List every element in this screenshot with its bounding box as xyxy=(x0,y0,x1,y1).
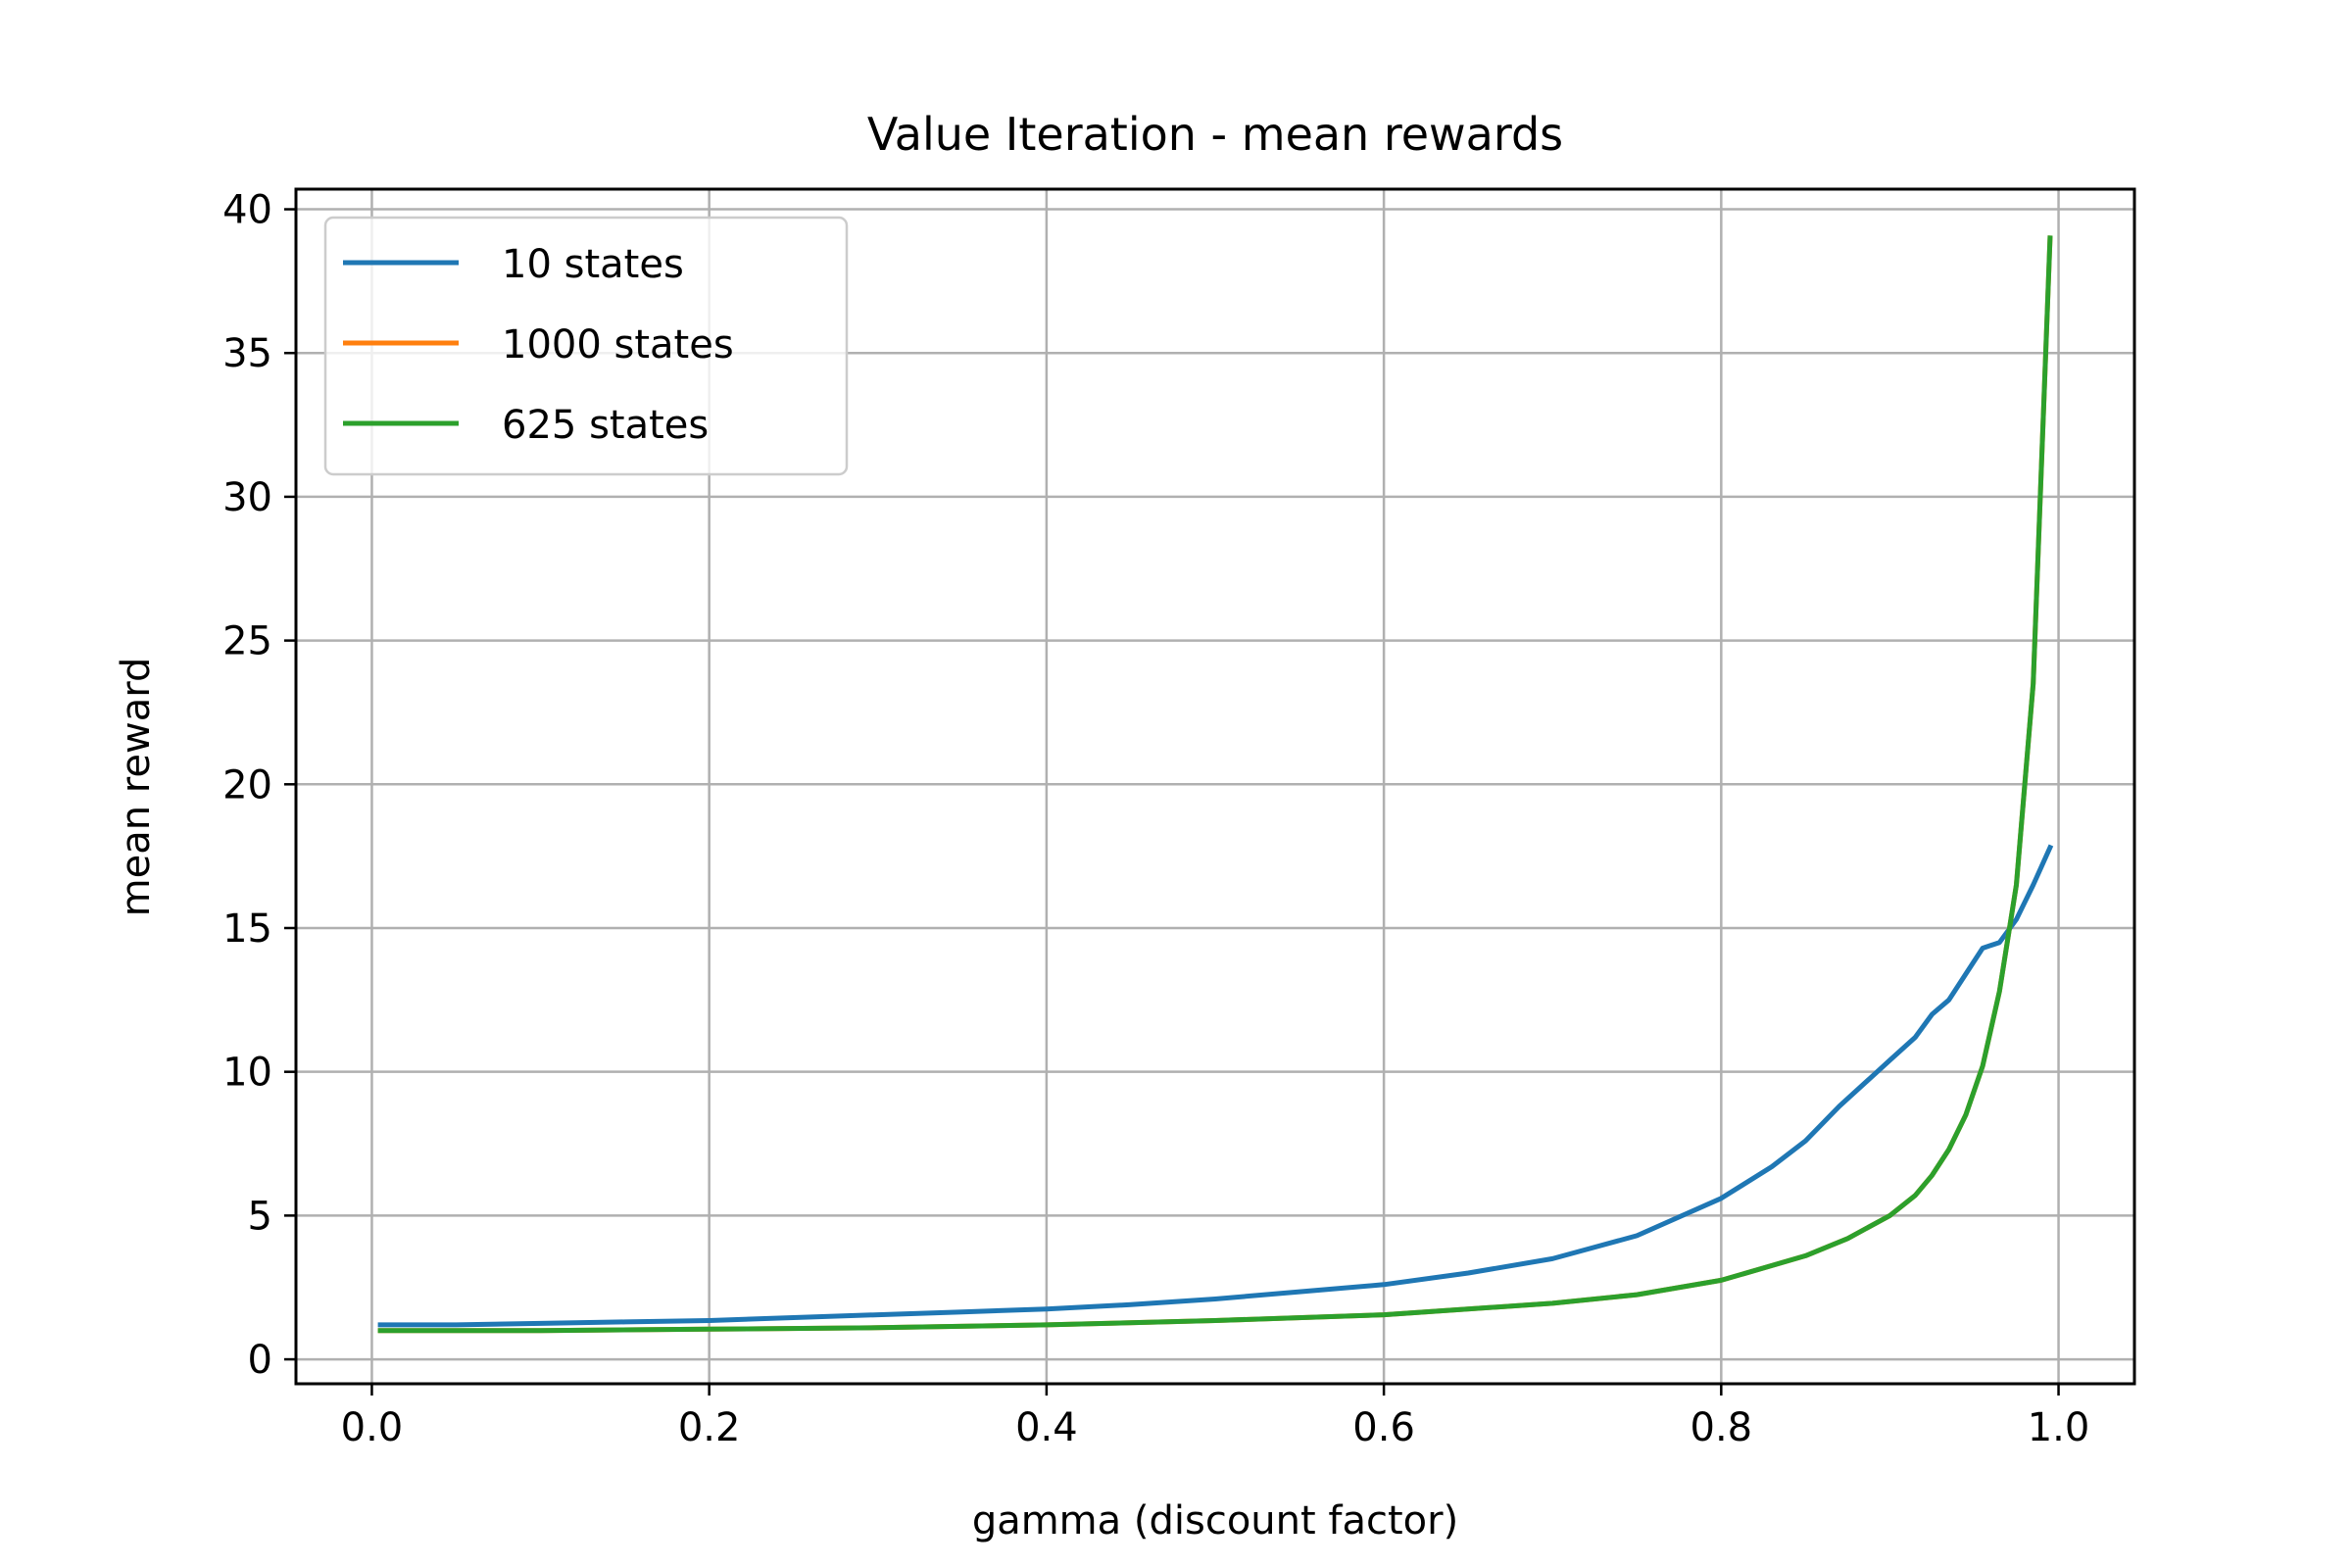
y-tick-label: 25 xyxy=(222,619,272,664)
legend-label: 625 states xyxy=(502,403,709,448)
y-tick-label: 30 xyxy=(222,475,272,520)
x-tick-label: 0.6 xyxy=(1352,1405,1415,1450)
legend-label: 1000 states xyxy=(502,322,734,368)
y-tick-label: 20 xyxy=(222,762,272,808)
legend: 10 states 1000 states 625 states xyxy=(323,216,849,476)
x-axis-label: gamma (discount factor) xyxy=(972,1498,1458,1544)
legend-box xyxy=(323,216,849,476)
series-line-3 xyxy=(377,235,2053,1334)
y-tick-label: 10 xyxy=(222,1051,272,1096)
chart-title: Value Iteration - mean rewards xyxy=(867,108,1563,161)
series-line-1 xyxy=(377,844,2054,1328)
x-tick-label: 0.2 xyxy=(678,1405,741,1450)
y-axis-label: mean reward xyxy=(114,658,159,917)
x-tick-label: 0.8 xyxy=(1690,1405,1753,1450)
plot-frame xyxy=(294,187,2136,1386)
series-lines xyxy=(377,235,2054,1334)
y-tick-label: 40 xyxy=(222,188,272,233)
x-tick-label: 0.4 xyxy=(1015,1405,1078,1450)
y-tick-label: 15 xyxy=(222,906,272,952)
y-tick-label: 35 xyxy=(222,331,272,376)
axis-ticks: 0.0 0.2 0.4 0.6 0.8 1.0 0 5 10 15 20 25 30 35 40 xyxy=(222,188,2089,1450)
x-tick-label: 0.0 xyxy=(341,1405,404,1450)
y-tick-label: 5 xyxy=(248,1194,272,1239)
legend-label: 10 states xyxy=(502,242,684,287)
grid xyxy=(296,189,2134,1384)
x-tick-label: 1.0 xyxy=(2028,1405,2090,1450)
y-tick-label: 0 xyxy=(248,1338,272,1383)
